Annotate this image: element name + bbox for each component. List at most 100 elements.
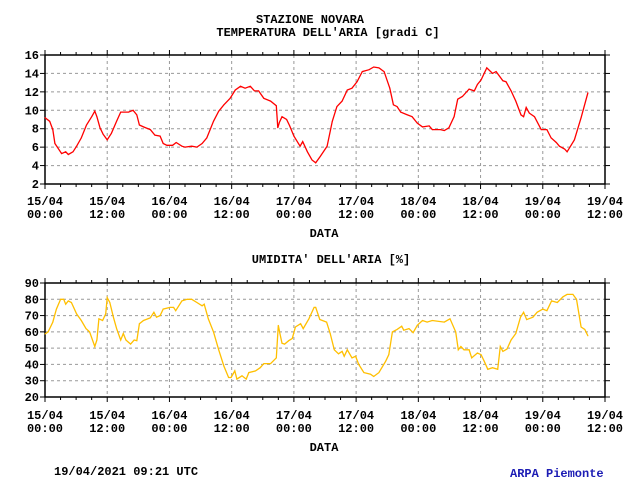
data-point [281, 116, 283, 118]
data-point [313, 306, 315, 308]
data-point [528, 112, 530, 114]
data-point [302, 328, 304, 330]
data-point [248, 372, 250, 374]
data-point [229, 97, 231, 99]
data-point [61, 153, 63, 155]
data-point [351, 357, 353, 359]
data-point [421, 319, 423, 321]
data-point [94, 110, 96, 112]
data-point [109, 302, 111, 304]
data-point [403, 329, 405, 331]
data-point [326, 145, 328, 147]
data-point [495, 71, 497, 73]
data-point [580, 326, 582, 328]
data-point [258, 90, 260, 92]
x-tick-label-time: 00:00 [151, 422, 187, 436]
data-point [173, 306, 175, 308]
data-point [218, 110, 220, 112]
y-tick-label: 20 [25, 391, 39, 405]
x-tick-label-date: 18/04 [463, 195, 499, 209]
data-point [499, 346, 501, 348]
x-tick-label-time: 12:00 [587, 208, 623, 222]
data-point [483, 360, 485, 362]
data-point [457, 349, 459, 351]
data-point [373, 66, 375, 68]
data-point [191, 145, 193, 147]
data-point [356, 81, 358, 83]
plot-frame [44, 54, 606, 185]
data-point [455, 331, 457, 333]
data-point [162, 308, 164, 310]
y-tick-label: 60 [25, 326, 39, 340]
data-point [159, 315, 161, 317]
x-tick-label-time: 00:00 [400, 422, 436, 436]
data-point [396, 106, 398, 108]
data-point [110, 132, 112, 134]
data-point [411, 116, 413, 118]
data-point [378, 67, 380, 69]
data-point [562, 296, 564, 298]
humidity-chart-title: UMIDITA' DELL'ARIA [%] [252, 253, 410, 267]
data-point [385, 360, 387, 362]
data-point [293, 135, 295, 137]
data-point [270, 100, 272, 102]
data-point [72, 151, 74, 153]
x-tick-label-date: 15/04 [89, 195, 125, 209]
data-point [263, 97, 265, 99]
data-point [408, 328, 410, 330]
data-point [523, 116, 525, 118]
data-point [308, 318, 310, 320]
data-point [289, 125, 291, 127]
data-point [47, 331, 49, 333]
data-point [120, 111, 122, 113]
y-tick-label: 12 [25, 86, 39, 100]
x-tick-label-date: 17/04 [276, 409, 312, 423]
data-point [406, 114, 408, 116]
data-point [105, 313, 107, 315]
data-point [186, 298, 188, 300]
data-point [223, 104, 225, 106]
data-point [76, 313, 78, 315]
data-point [63, 298, 65, 300]
data-point [536, 311, 538, 313]
data-point [239, 85, 241, 87]
x-tick-label-date: 17/04 [338, 195, 374, 209]
data-point [228, 376, 230, 378]
data-point [476, 352, 478, 354]
data-point [85, 124, 87, 126]
data-point [44, 117, 46, 119]
data-point [288, 340, 290, 342]
data-point [136, 114, 138, 116]
data-point [136, 340, 138, 342]
data-point [207, 318, 209, 320]
data-point [300, 323, 302, 325]
data-point [133, 339, 135, 341]
data-point [153, 311, 155, 313]
y-tick-label: 10 [25, 104, 39, 118]
data-point [337, 353, 339, 355]
data-point [255, 370, 257, 372]
data-point [122, 332, 124, 334]
data-point [275, 357, 277, 359]
x-tick-label-time: 00:00 [151, 208, 187, 222]
data-point [515, 332, 517, 334]
data-point [368, 69, 370, 71]
data-point [275, 105, 277, 107]
data-point [449, 318, 451, 320]
data-point [116, 120, 118, 122]
brand-link[interactable]: ARPA Piemonte [510, 467, 604, 481]
data-point [468, 88, 470, 90]
data-point [315, 162, 317, 164]
x-tick-label-date: 18/04 [400, 409, 436, 423]
data-point [112, 316, 114, 318]
data-point [476, 83, 478, 85]
x-tick-label-time: 12:00 [463, 422, 499, 436]
data-point [230, 376, 232, 378]
x-tick-label-time: 12:00 [587, 422, 623, 436]
temperature-x-axis-label: DATA [310, 227, 340, 241]
data-point [67, 300, 69, 302]
data-point [551, 300, 553, 302]
data-point [127, 111, 129, 113]
data-point [278, 121, 280, 123]
data-point [279, 332, 281, 334]
